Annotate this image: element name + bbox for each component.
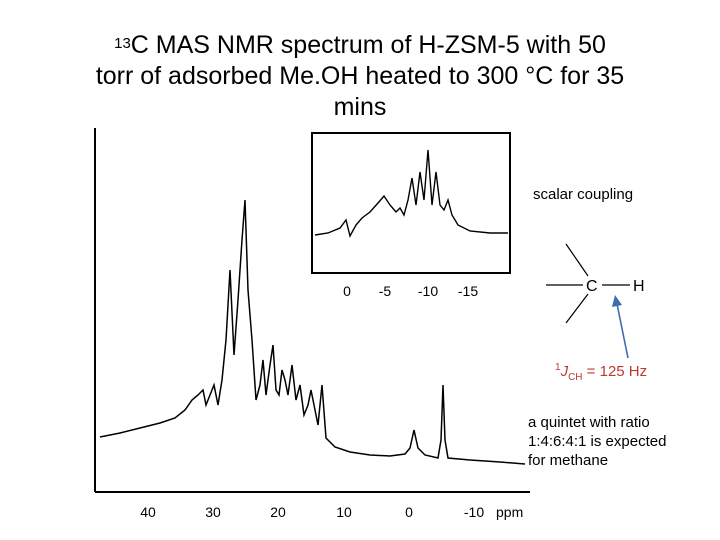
quintet-note-line-2: 1:4:6:4:1 is expected — [528, 433, 667, 450]
title-isotope: 13 — [114, 35, 131, 52]
quintet-note-line-1: a quintet with ratio — [528, 414, 650, 431]
bond-upper-left — [565, 243, 589, 277]
inset-frame — [311, 132, 511, 274]
inset-spectrum-line — [314, 149, 508, 238]
title-line-1-text: C MAS NMR spectrum of H-ZSM-5 with 50 — [130, 31, 606, 59]
inset-tick-label: -15 — [458, 283, 478, 299]
main-x-axis-label: ppm — [496, 504, 523, 520]
main-spectrum-line — [99, 199, 526, 465]
title-line-1: 13C MAS NMR spectrum of H-ZSM-5 with 50 — [0, 30, 720, 61]
title-line-3: mins — [333, 93, 387, 121]
j-coupling-label: 1JCH = 125 Hz — [555, 362, 647, 383]
bond-lower-left — [565, 293, 589, 324]
main-tick-label: 40 — [140, 504, 156, 520]
scalar-coupling-label: scalar coupling — [533, 186, 634, 203]
coupling-arrow — [616, 303, 629, 359]
figure-title: 13C MAS NMR spectrum of H-ZSM-5 with 50 … — [0, 30, 720, 123]
inset-tick-label: -5 — [379, 283, 392, 299]
quintet-note-line-3: for methane — [528, 452, 609, 469]
inset-tick-label: -10 — [418, 283, 438, 299]
atom-hydrogen: H — [633, 278, 645, 295]
main-tick-label: 30 — [205, 504, 221, 520]
title-line-2: torr of adsorbed Me.OH heated to 300 °C … — [95, 62, 625, 90]
j-order: 1 — [555, 362, 561, 373]
main-tick-label: 10 — [336, 504, 352, 520]
inset-tick-label: 0 — [343, 283, 351, 299]
main-tick-label: 0 — [405, 504, 413, 520]
main-tick-label: 20 — [270, 504, 286, 520]
coupling-arrowhead-icon — [612, 295, 622, 307]
j-value: = 125 Hz — [582, 363, 648, 380]
j-subscript: CH — [568, 372, 583, 383]
j-symbol: J — [560, 363, 569, 380]
main-tick-label: -10 — [464, 504, 484, 520]
atom-carbon: C — [586, 278, 598, 295]
quintet-note: a quintet with ratio 1:4:6:4:1 is expect… — [528, 413, 666, 470]
